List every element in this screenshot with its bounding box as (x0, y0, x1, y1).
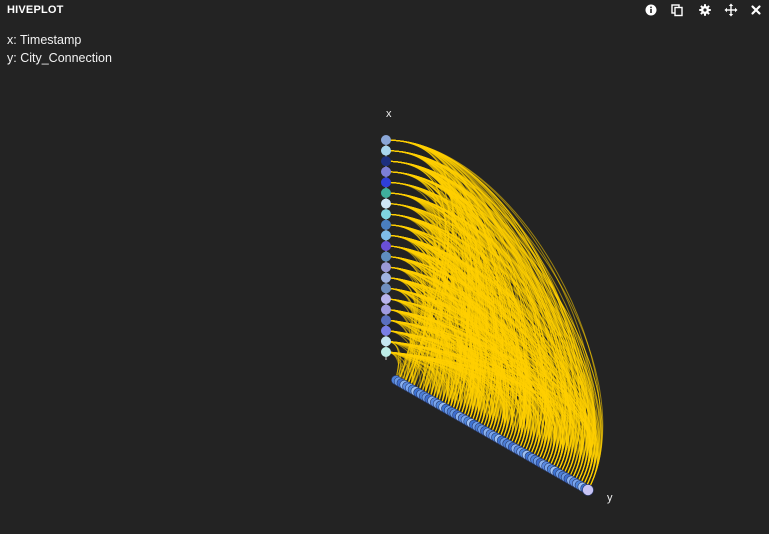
x-axis-node[interactable] (381, 209, 391, 219)
x-axis-node[interactable] (381, 188, 391, 198)
x-axis-node[interactable] (381, 199, 391, 209)
x-axis-node[interactable] (381, 294, 391, 304)
x-axis-nodes (381, 135, 391, 357)
x-axis-node[interactable] (381, 177, 391, 187)
x-axis-node[interactable] (381, 146, 391, 156)
x-axis-node[interactable] (381, 326, 391, 336)
x-axis-node[interactable] (381, 156, 391, 166)
x-axis-node[interactable] (381, 230, 391, 240)
x-axis-node[interactable] (381, 315, 391, 325)
x-axis-node[interactable] (381, 336, 391, 346)
x-axis-node[interactable] (381, 252, 391, 262)
x-axis-node[interactable] (381, 305, 391, 315)
x-axis-node[interactable] (381, 283, 391, 293)
x-axis-node[interactable] (381, 135, 391, 145)
x-axis-node[interactable] (381, 262, 391, 272)
x-axis-node[interactable] (381, 347, 391, 357)
y-axis-node[interactable] (583, 485, 594, 496)
y-axis-label: y (607, 492, 613, 504)
x-axis-label: x (386, 108, 392, 120)
x-axis-node[interactable] (381, 241, 391, 251)
x-axis-node[interactable] (381, 220, 391, 230)
x-axis-node[interactable] (381, 273, 391, 283)
x-axis-node[interactable] (381, 167, 391, 177)
